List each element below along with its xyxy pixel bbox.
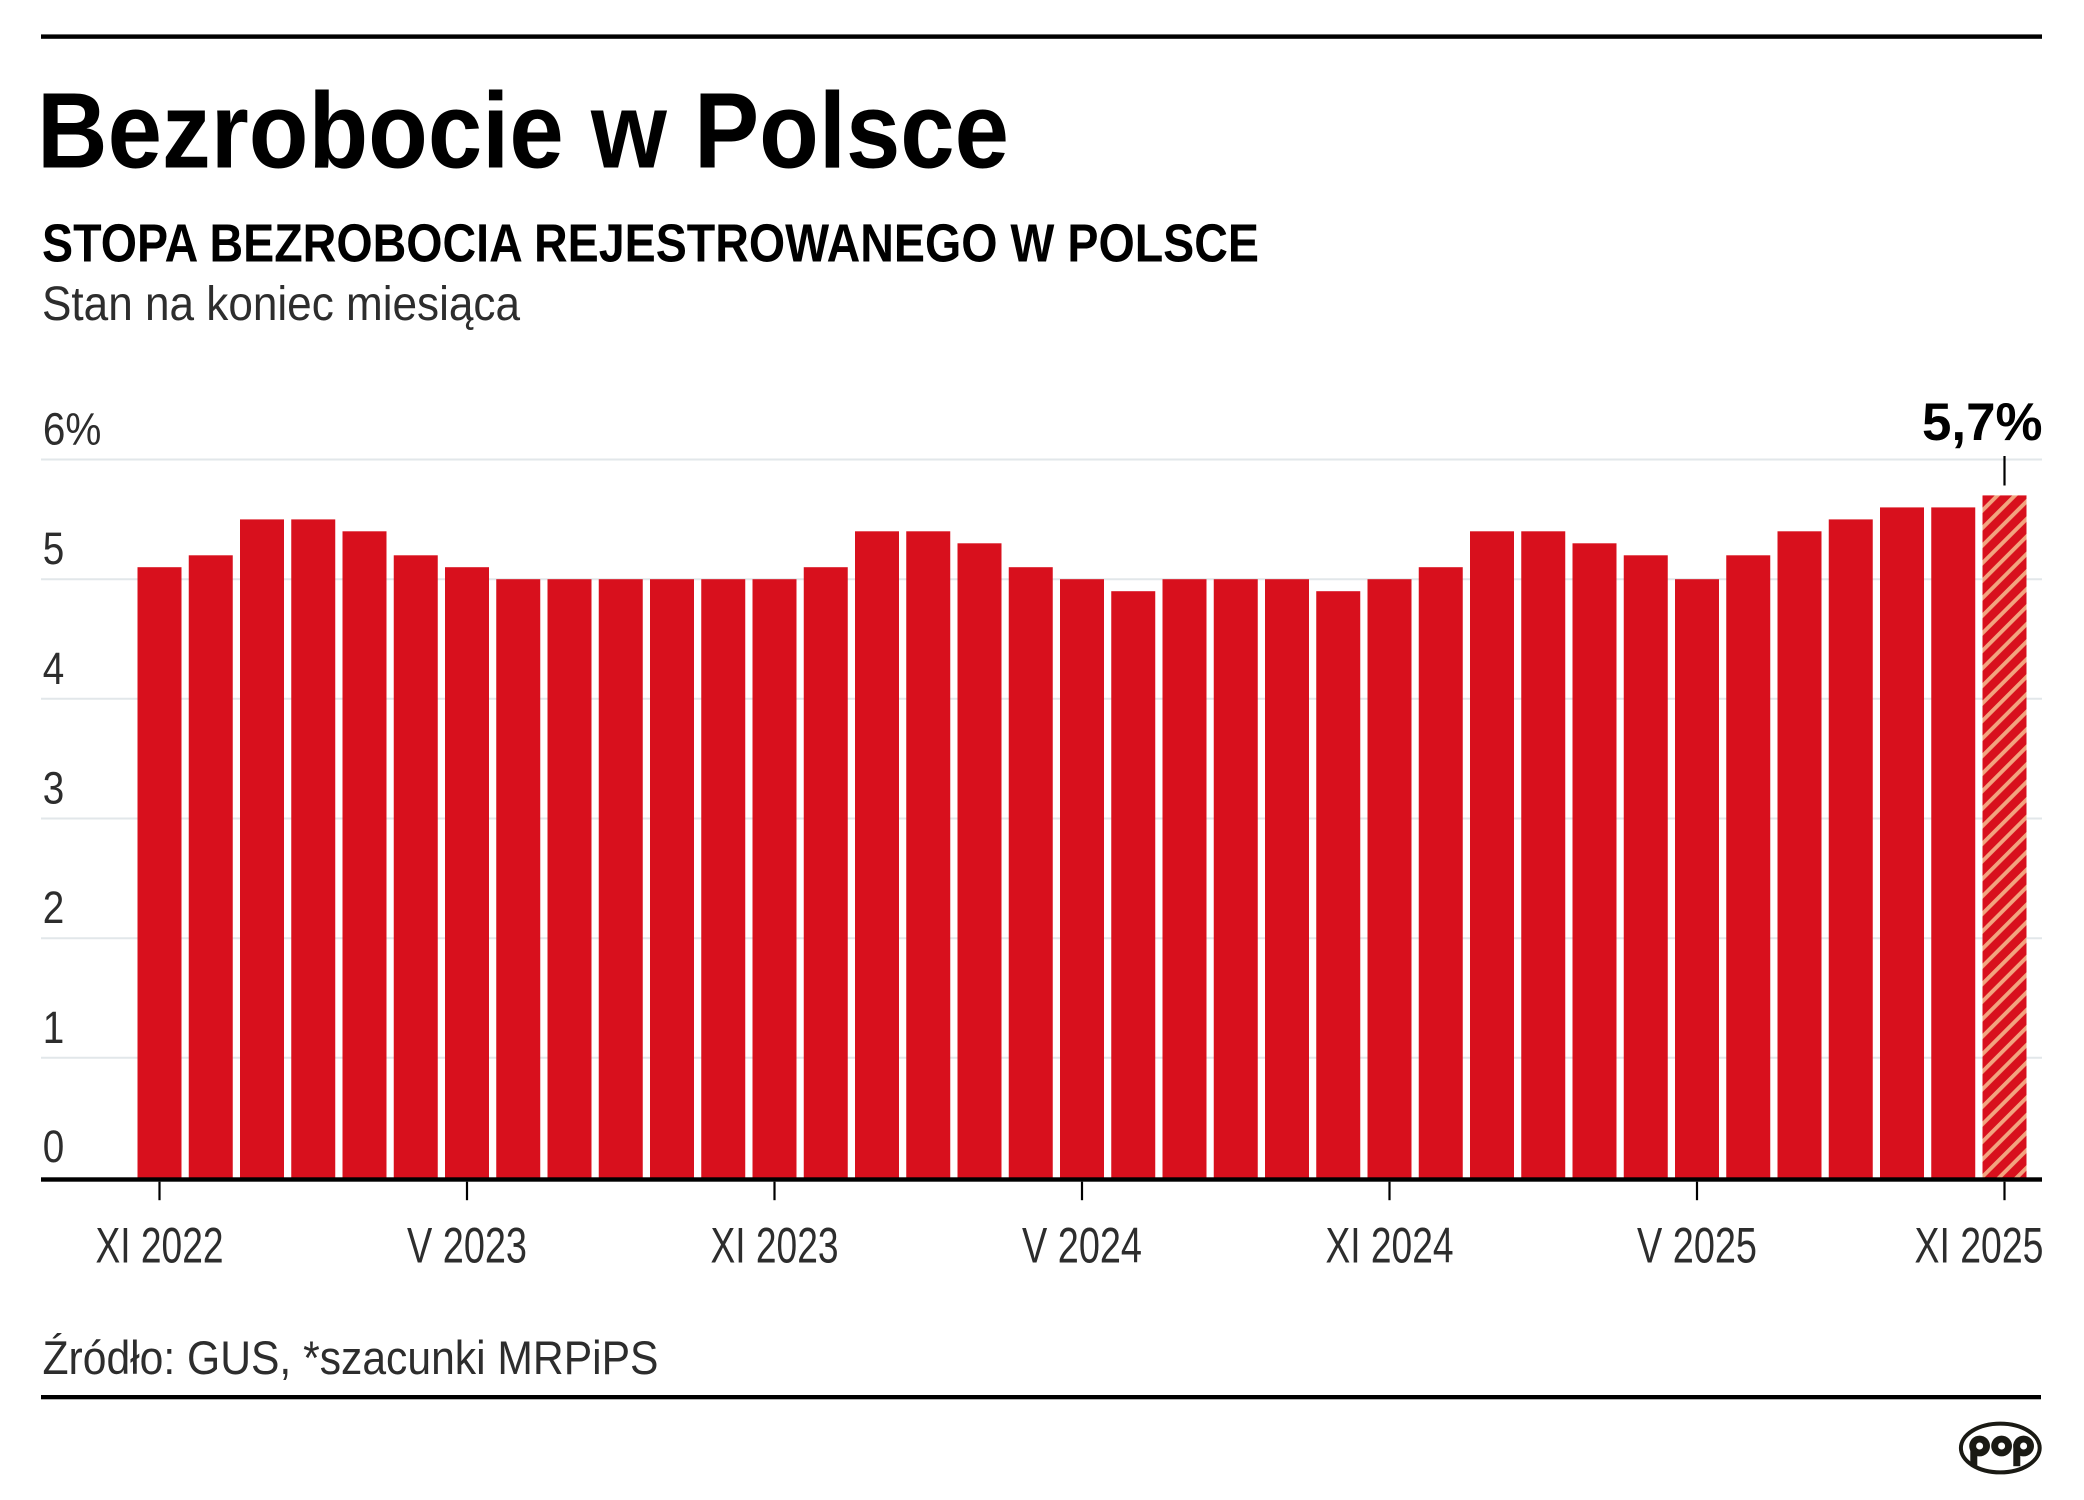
svg-text:Źródło: GUS, *szacunki MRPiPS: Źródło: GUS, *szacunki MRPiPS	[43, 1332, 659, 1385]
svg-text:3: 3	[43, 763, 65, 814]
svg-text:2: 2	[43, 882, 65, 933]
svg-text:1: 1	[43, 1002, 65, 1053]
svg-text:Stan na koniec miesiąca: Stan na koniec miesiąca	[42, 278, 520, 331]
svg-text:6%: 6%	[43, 404, 102, 455]
svg-text:Bezrobocie w Polsce: Bezrobocie w Polsce	[37, 70, 1009, 191]
svg-text:XI 2025: XI 2025	[1915, 1218, 2044, 1274]
svg-text:5: 5	[43, 523, 65, 574]
svg-text:V 2024: V 2024	[1022, 1218, 1142, 1274]
svg-text:XI 2024: XI 2024	[1326, 1218, 1454, 1274]
svg-text:5,7%: 5,7%	[1922, 393, 2043, 452]
svg-text:V 2023: V 2023	[407, 1218, 527, 1274]
svg-text:XI 2022: XI 2022	[96, 1218, 224, 1274]
svg-text:4: 4	[43, 643, 65, 694]
svg-text:STOPA BEZROBOCIA REJESTROWANEG: STOPA BEZROBOCIA REJESTROWANEGO W POLSCE	[42, 214, 1259, 273]
svg-text:V 2025: V 2025	[1637, 1218, 1757, 1274]
svg-text:XI 2023: XI 2023	[711, 1218, 839, 1274]
svg-text:0: 0	[43, 1121, 65, 1172]
